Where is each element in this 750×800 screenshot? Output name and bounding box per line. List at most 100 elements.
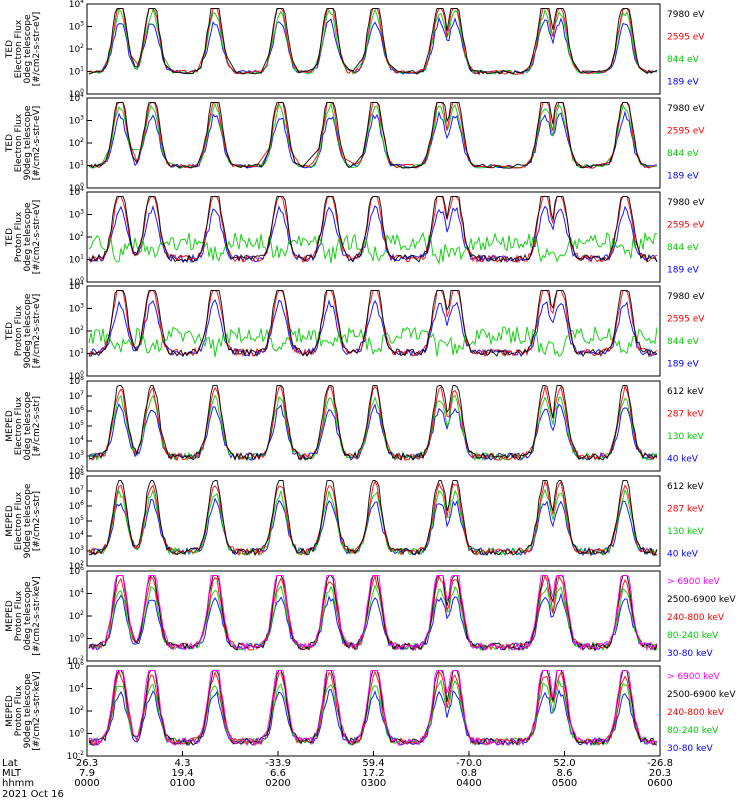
series-trace [90,110,658,169]
y-tick-label: 102 [69,325,84,337]
series-trace [88,290,658,358]
panel-frame [86,191,661,283]
y-tick-label: 102 [69,610,84,622]
legend-entry: 80-240 keV [667,631,719,641]
series-trace [90,16,658,75]
y-tick-label: 103 [69,450,84,462]
y-axis-label-line: MEPED [5,505,15,537]
panel-meped-p-90: 10-2 100 102 104 106 MEPED Proton Flux 90deg te… [5,660,736,762]
y-axis-label-line: Electron Flux [14,19,24,78]
y-axis-label-line: 90deg telescope [23,483,33,558]
x-tick-label-lat: 4.3 [175,758,191,769]
y-axis-label-line: [#/cm2-s-str-eV] [32,294,42,369]
x-axis-labels: Lat MLT hhmm 2021 Oct 16 26.37.900004.31… [2,751,673,800]
y-tick-label: 108 [69,375,84,387]
y-tick-label: 100 [69,88,84,100]
y-tick-label: 100 [69,370,84,382]
x-tick-label-mlt: 6.6 [270,768,286,779]
legend-entry: 189 eV [667,360,700,370]
x-tick-label-mlt: 0.8 [461,768,477,779]
legend-entry: 2500-6900 keV [667,595,736,605]
y-axis-label-line: Electron Flux [14,396,24,455]
y-tick-label: 105 [69,515,84,527]
y-tick-label: 103 [69,115,84,127]
panel-ted-e-0: 100 101 102 103 104 TED Electron Flux 0deg tele… [5,0,705,100]
x-tick-label-mlt: 7.9 [79,768,95,779]
x-tick-label-lat: -70.0 [456,758,482,769]
y-tick-label: 100 [69,728,84,740]
legend-entry: 2595 eV [667,221,705,231]
y-tick-label: 102 [69,231,84,243]
legend-entry: > 6900 keV [667,672,721,682]
y-axis-label-line: TED [5,322,15,341]
x-row-label-mlt: MLT [2,768,22,779]
legend-entry: 80-240 keV [667,726,719,736]
y-tick-label: 10-2 [67,655,85,667]
y-tick-label: 106 [69,565,84,577]
series-trace [88,384,658,462]
y-axis-label-line: MEPED [5,600,15,632]
legend-entry: 612 keV [667,482,704,492]
x-tick-label-hhmm: 0300 [361,778,386,789]
y-axis-label-line: 0deg telescope [23,14,33,84]
panel-ted-p-90: 100 101 102 103 104 TED Proton Flux 90deg teles… [5,280,705,382]
y-tick-label: 102 [69,560,84,572]
y-tick-label: 106 [69,660,84,672]
y-tick-label: 104 [69,435,84,447]
panel-meped-p-0: 10-2 100 102 104 106 MEPED Proton Flux 0deg tel… [5,565,736,667]
series-trace [88,204,658,264]
series-trace [88,394,658,462]
y-axis-label-line: Proton Flux [14,590,24,641]
series-trace [88,196,658,264]
y-tick-label: 100 [69,276,84,288]
y-axis-label-line: [#/cm2-s-str] [32,396,42,456]
y-tick-label: 107 [69,485,84,497]
series-trace [88,480,658,557]
legend-entry: 7980 eV [667,198,705,208]
y-axis-label-line: Electron Flux [14,491,24,550]
y-axis-label-line: 0deg telescope [23,581,33,651]
series-trace [88,7,658,75]
y-axis-label-line: Proton Flux [14,211,24,262]
y-tick-label: 107 [69,390,84,402]
legend-entry: 189 eV [667,78,700,88]
series-trace [88,669,658,747]
series-trace [88,326,658,358]
x-tick-label-hhmm: 0100 [170,778,195,789]
x-tick-label-mlt: 8.6 [557,768,573,779]
y-tick-label: 101 [69,160,84,172]
series-trace [88,231,658,266]
y-axis-label-line: MEPED [5,410,15,442]
y-tick-label: 102 [69,705,84,717]
y-tick-label: 100 [69,182,84,194]
y-tick-label: 102 [69,43,84,55]
y-tick-label: 103 [69,303,84,315]
legend-entry: 7980 eV [667,292,705,302]
y-tick-label: 103 [69,209,84,221]
x-tick-label-lat: -33.9 [265,758,291,769]
x-row-label-lat: Lat [2,758,18,769]
legend-entry: 844 eV [667,149,700,159]
legend-entry: 2500-6900 keV [667,690,736,700]
y-axis-label-line: [#/cm2-s-str-eV] [32,106,42,181]
legend-entry: > 6900 keV [667,577,721,587]
legend-entry: 30-80 keV [667,744,713,754]
x-tick-label-hhmm: 0400 [456,778,481,789]
legend-entry: 844 eV [667,243,700,253]
y-axis-label-line: [#/cm2-s-str-eV] [32,200,42,275]
legend-entry: 130 keV [667,527,704,537]
series-trace [88,102,658,169]
series-trace [88,688,658,747]
series-trace [88,575,658,652]
x-tick-label-hhmm: 0500 [552,778,577,789]
legend-entry: 240-800 keV [667,708,725,718]
x-tick-label-mlt: 19.4 [171,768,193,779]
series-trace [88,480,658,557]
x-tick-label-lat: -26.8 [647,758,673,769]
legend-entry: 40 keV [667,550,699,560]
panel-frame [86,3,661,95]
y-tick-label: 10-2 [67,750,85,762]
x-tick-label-mlt: 20.3 [649,768,671,779]
